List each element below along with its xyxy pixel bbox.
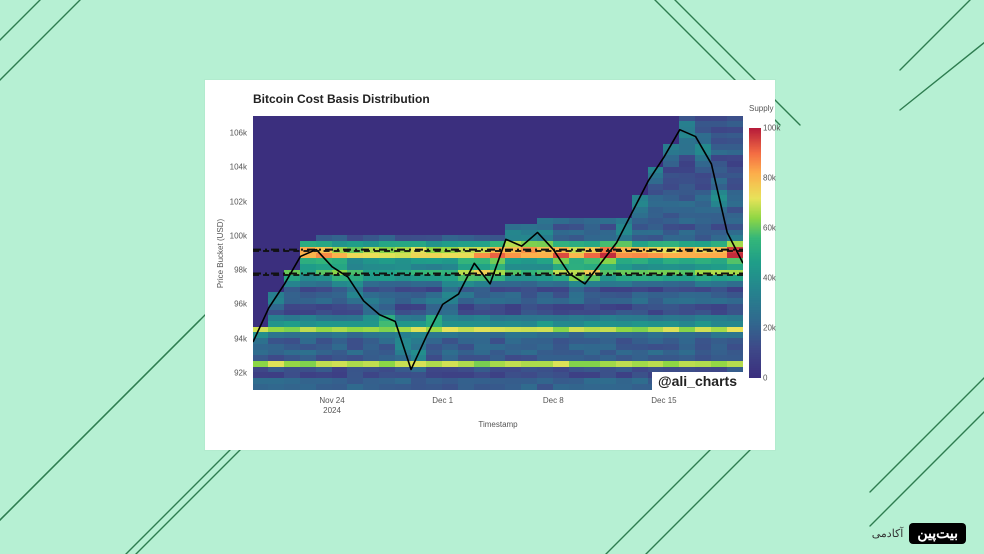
- watermark: @ali_charts: [652, 372, 743, 390]
- x-axis: Nov 242024 Dec 1 Dec 8 Dec 15: [253, 392, 743, 422]
- plot-area: @ali_charts: [253, 116, 743, 390]
- colorbar-tick: 100k: [763, 124, 780, 133]
- heatmap: [253, 116, 743, 390]
- colorbar-tick: 20k: [763, 324, 776, 333]
- y-tick: 106k: [230, 129, 247, 138]
- y-tick: 92k: [234, 368, 247, 377]
- y-tick: 94k: [234, 334, 247, 343]
- colorbar: 020k40k60k80k100k: [749, 116, 771, 390]
- y-tick: 96k: [234, 300, 247, 309]
- brand-logo: بیت‌پین: [909, 523, 966, 544]
- colorbar-gradient: [749, 128, 761, 378]
- y-tick: 100k: [230, 231, 247, 240]
- x-tick: Dec 15: [651, 396, 676, 406]
- x-tick: Nov 242024: [319, 396, 344, 415]
- colorbar-tick: 80k: [763, 174, 776, 183]
- chart-title: Bitcoin Cost Basis Distribution: [253, 92, 430, 106]
- x-axis-label: Timestamp: [253, 420, 743, 429]
- y-tick: 102k: [230, 197, 247, 206]
- page-root: Bitcoin Cost Basis Distribution Price Bu…: [0, 0, 984, 554]
- colorbar-tick: 60k: [763, 224, 776, 233]
- y-axis: 92k 94k 96k 98k 100k 102k 104k 106k: [205, 116, 251, 390]
- y-tick: 98k: [234, 266, 247, 275]
- colorbar-tick: 40k: [763, 274, 776, 283]
- brand-subtext: آکادمی: [872, 527, 904, 540]
- chart-card: Bitcoin Cost Basis Distribution Price Bu…: [205, 80, 775, 450]
- x-tick: Dec 8: [543, 396, 564, 406]
- y-tick: 104k: [230, 163, 247, 172]
- colorbar-title: Supply: [749, 104, 773, 113]
- x-tick: Dec 1: [432, 396, 453, 406]
- brand-badge: آکادمی بیت‌پین: [872, 523, 966, 544]
- colorbar-tick: 0: [763, 374, 767, 383]
